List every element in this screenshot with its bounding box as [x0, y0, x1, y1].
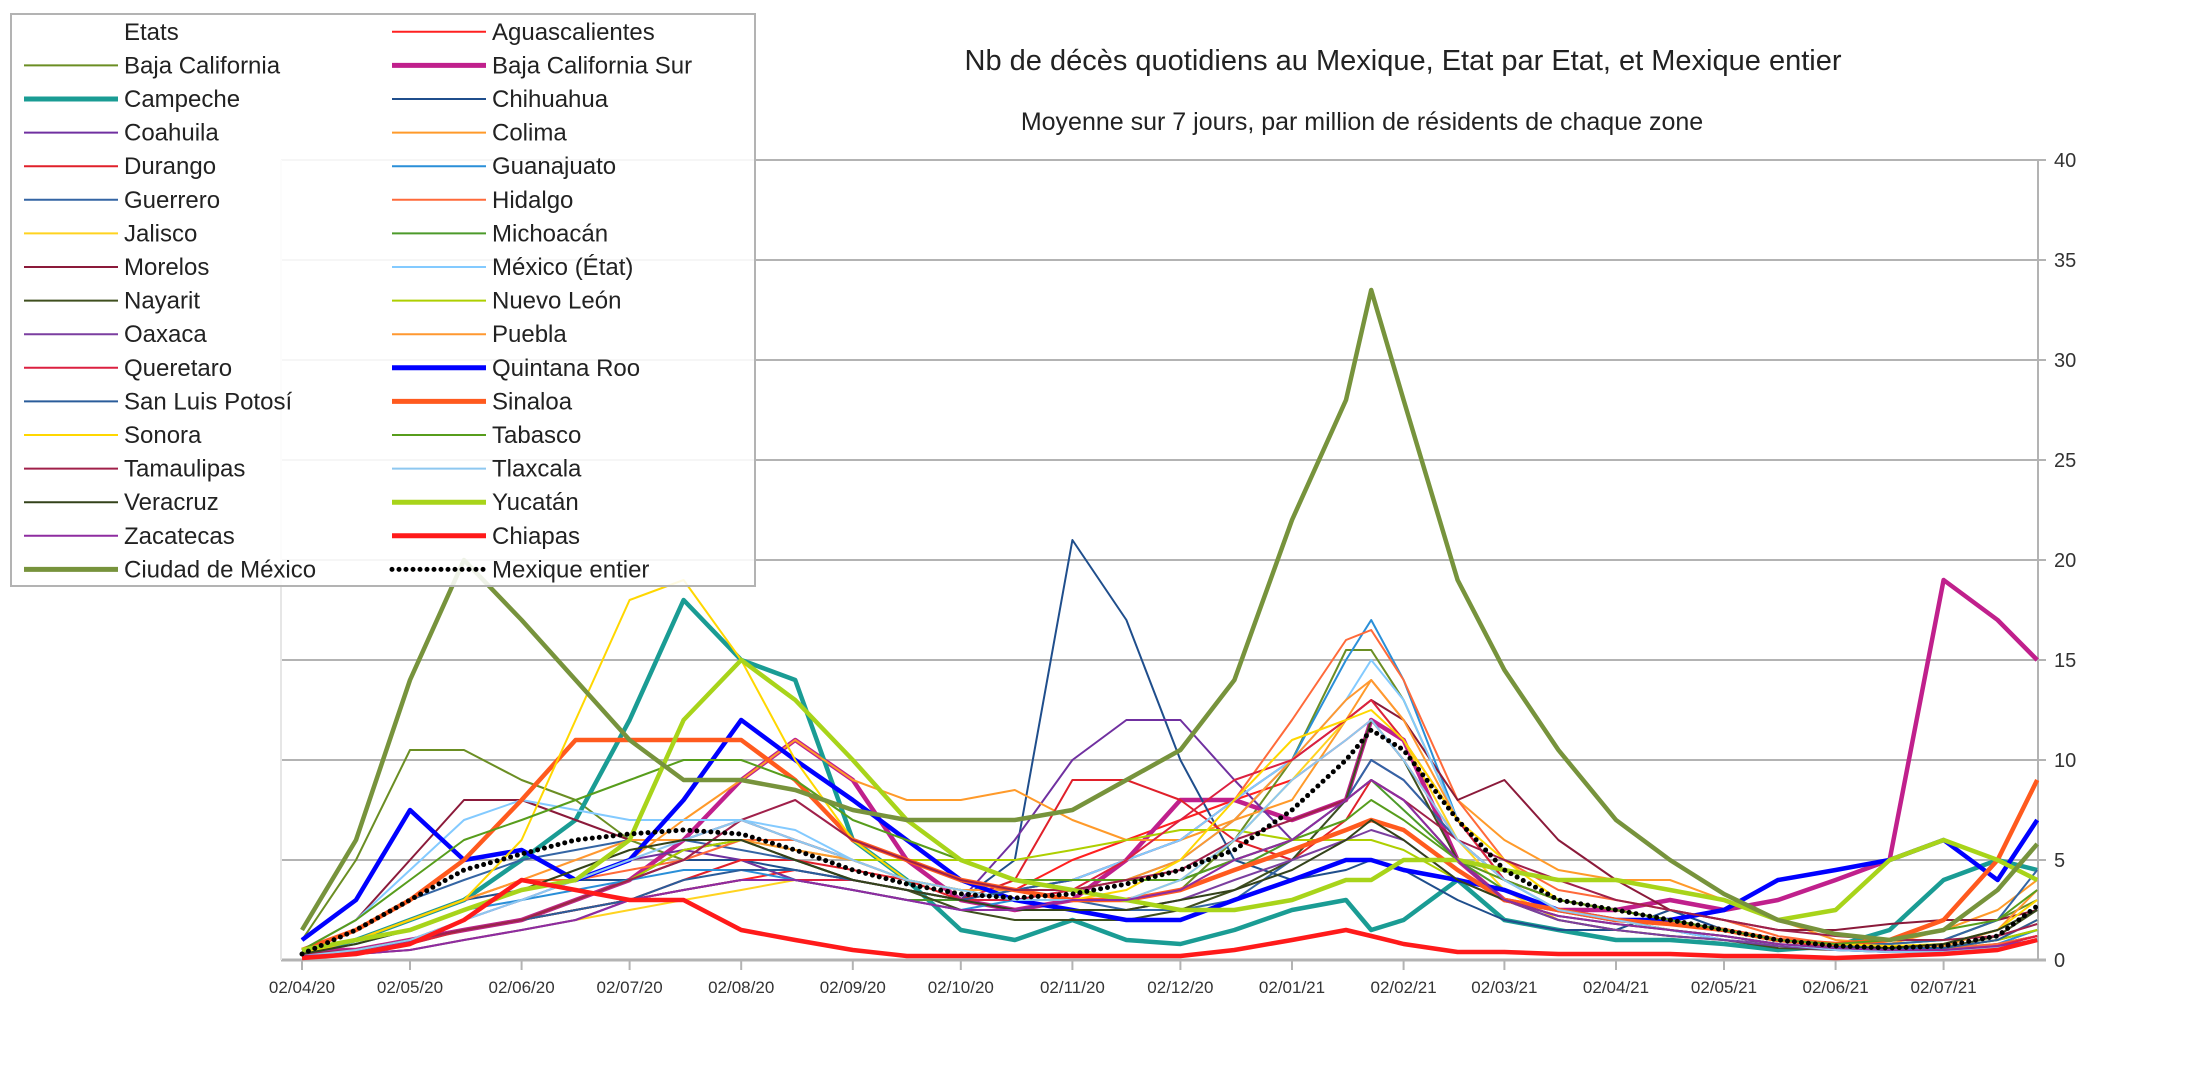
- legend-label: Jalisco: [124, 220, 197, 247]
- legend-label: Chiapas: [492, 523, 580, 550]
- y-tick-label: 25: [2054, 450, 2076, 472]
- x-tick-label: 02/07/20: [597, 978, 663, 997]
- legend-label: Quintana Roo: [492, 355, 640, 382]
- y-tick-label: 30: [2054, 350, 2076, 372]
- legend-label: Nayarit: [124, 288, 200, 315]
- legend-label: Veracruz: [124, 489, 219, 516]
- x-tick-label: 02/04/21: [1583, 978, 1649, 997]
- x-tick-label: 02/06/21: [1803, 978, 1869, 997]
- x-tick-label: 02/01/21: [1259, 978, 1325, 997]
- series-line-chiapas: [301, 877, 2038, 961]
- legend-label: Tlaxcala: [492, 456, 582, 483]
- legend-label: Colima: [492, 120, 567, 147]
- series-line-campeche: [301, 597, 2038, 957]
- legend-label: Aguascalientes: [492, 19, 655, 46]
- legend-label: Chihuahua: [492, 86, 609, 113]
- y-tick-label: 0: [2054, 950, 2065, 972]
- legend-label: Ciudad de México: [124, 556, 316, 583]
- legend-label: Etats: [124, 19, 179, 46]
- chart-subtitle: Moyenne sur 7 jours, par million de rési…: [1021, 108, 1703, 136]
- x-tick-label: 02/08/20: [708, 978, 774, 997]
- x-axis: 02/04/20 02/05/20 02/06/20 02/07/20 02/08/20…: [269, 960, 1977, 997]
- legend-label: Puebla: [492, 321, 567, 348]
- y-tick-label: 40: [2054, 150, 2076, 172]
- x-tick-label: 02/03/21: [1471, 978, 1537, 997]
- series-line-tamaulipas: [301, 779, 2038, 955]
- series-line-zacatecas: [301, 779, 2038, 957]
- x-tick-label: 02/12/20: [1147, 978, 1213, 997]
- x-tick-label: 02/05/20: [377, 978, 443, 997]
- legend-label: Zacatecas: [124, 523, 235, 550]
- legend-label: Campeche: [124, 86, 240, 113]
- legend-label: Queretaro: [124, 355, 232, 382]
- legend-label: Sonora: [124, 422, 202, 449]
- y-axis: 0 5 10 15 20 25 30 35 40: [2054, 150, 2076, 972]
- legend-label: Michoacán: [492, 220, 608, 247]
- y-tick-label: 5: [2054, 850, 2065, 872]
- legend-label: Tamaulipas: [124, 456, 245, 483]
- legend-label: Morelos: [124, 254, 209, 281]
- series-line-yucatan: [301, 657, 2039, 953]
- legend-label: Sinaloa: [492, 388, 573, 415]
- legend-label: Yucatán: [492, 489, 579, 516]
- y-tick-label: 10: [2054, 750, 2076, 772]
- legend-label: Mexique entier: [492, 556, 649, 583]
- legend-label: Nuevo León: [492, 288, 621, 315]
- x-tick-label: 02/05/21: [1691, 978, 1757, 997]
- x-tick-label: 02/04/20: [269, 978, 335, 997]
- x-tick-label: 02/02/21: [1371, 978, 1437, 997]
- legend-label: Tabasco: [492, 422, 581, 449]
- y-tick-label: 15: [2054, 650, 2076, 672]
- legend-label: Baja California Sur: [492, 52, 692, 79]
- x-tick-label: 02/06/20: [489, 978, 555, 997]
- legend-label: San Luis Potosí: [124, 388, 292, 415]
- legend-label: Coahuila: [124, 120, 219, 147]
- series-lines: [299, 287, 2040, 961]
- legend-label: Guerrero: [124, 187, 220, 214]
- legend-label: Durango: [124, 153, 216, 180]
- series-line-ciudad-de-mexico: [300, 287, 2039, 943]
- legend-box: [10, 13, 756, 587]
- legend-label: Hidalgo: [492, 187, 573, 214]
- x-tick-label: 02/09/20: [820, 978, 886, 997]
- legend-label: Oaxaca: [124, 321, 207, 348]
- chart-title: Nb de décès quotidiens au Mexique, Etat …: [965, 45, 1842, 77]
- x-tick-label: 02/10/20: [928, 978, 994, 997]
- legend-label: Guanajuato: [492, 153, 616, 180]
- legend: Etats Aguascalientes Baja California Baja C…: [10, 13, 756, 587]
- series-line-mexique-entier: [299, 727, 2040, 957]
- x-tick-label: 02/11/20: [1040, 978, 1105, 997]
- y-tick-label: 35: [2054, 250, 2076, 272]
- legend-label: Baja California: [124, 52, 281, 79]
- legend-label: México (État): [492, 254, 633, 281]
- y-tick-label: 20: [2054, 550, 2076, 572]
- x-tick-label: 02/07/21: [1911, 978, 1977, 997]
